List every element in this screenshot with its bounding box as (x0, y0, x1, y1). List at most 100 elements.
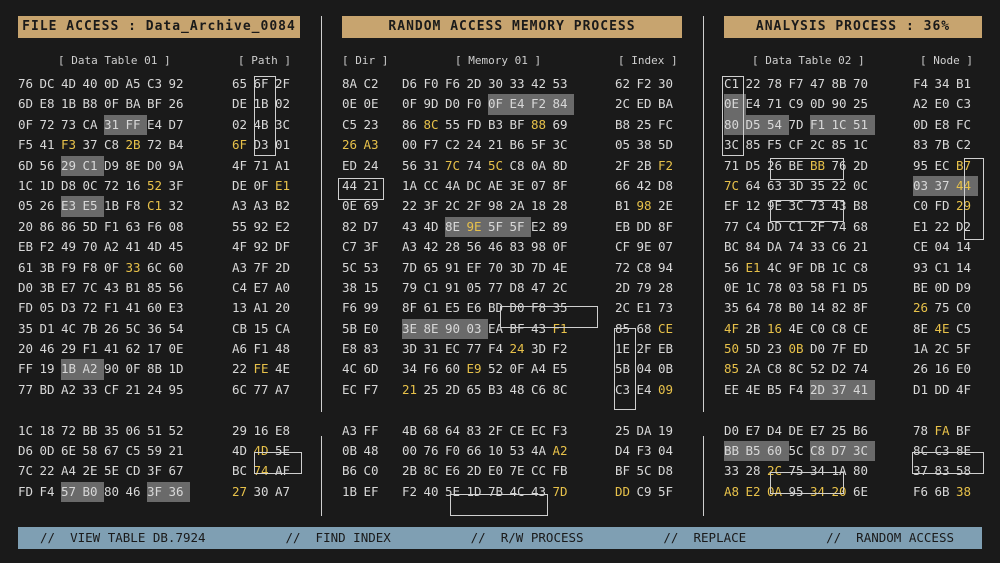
hex-cell: 41 (853, 379, 875, 401)
hex-row: D6 0D 6E 58 67 C5 59 21 (18, 441, 190, 461)
menu-rw-process[interactable]: // R/W PROCESS (470, 530, 584, 545)
hex-row: 72 C8 94 (615, 258, 680, 278)
hex-cell: 15 (363, 279, 379, 295)
hex-cell: 64 (445, 422, 461, 438)
hex-row: C3 E4 09 (615, 380, 680, 400)
hex-cell: 2F (636, 341, 652, 357)
hex-cell: FF (125, 114, 147, 136)
data-table-02-grid: C1 22 78 F7 47 8B 70 0E E4 71 C9 0D 90 25 80 D5 54 7D F1 1C… (724, 74, 875, 502)
hex-cell: 9A (168, 157, 184, 173)
hex-row: 3E 8E 90 03 EA BF 43 F1 (402, 318, 574, 340)
hex-cell: B1 (125, 279, 141, 295)
hex-cell: 03 (466, 318, 488, 340)
hex-cell: 28 (445, 239, 461, 255)
hex-cell: 5E (104, 463, 120, 479)
hex-cell: 0E (363, 96, 379, 112)
hex-cell: E4 (509, 94, 531, 115)
hex-cell: F6 (423, 361, 439, 377)
hex-row: A3 7F 2D (232, 258, 297, 278)
hex-cell: D8 (61, 177, 77, 193)
hex-cell: 95 (788, 483, 804, 499)
hex-cell: 67 (104, 443, 120, 459)
hex-cell: C8 (767, 361, 783, 377)
hex-row: 65 6F 2F (232, 74, 297, 94)
menu-view-table[interactable]: // VIEW TABLE DB.7924 (40, 530, 206, 545)
hex-cell: 4C (61, 320, 77, 336)
menu-replace[interactable]: // REPLACE (663, 530, 747, 545)
hex-cell: 43 (831, 198, 847, 214)
hex-cell: 2B (125, 137, 141, 153)
hex-cell: 7D (402, 259, 418, 275)
hex-cell: EC (342, 381, 358, 397)
hex-row: 55 92 E2 (232, 217, 297, 237)
hex-cell: A2 (552, 443, 568, 459)
hex-cell: F2 (552, 341, 568, 357)
hex-cell: 22 (831, 177, 847, 193)
hex-cell: EF (724, 198, 740, 214)
hex-row: F4 34 B1 (913, 74, 978, 94)
hex-cell: 41 (104, 341, 120, 357)
hex-cell: 8A (342, 76, 358, 91)
hex-row: 43 4D 8E 9E 5F 5F E2 89 (402, 216, 574, 238)
hex-cell: 36 (168, 481, 190, 503)
hex-cell: D8 (658, 177, 674, 193)
hex-cell: 8C (788, 361, 804, 377)
hex-row: 22 3F 2C 2F 98 2A 18 28 (402, 196, 574, 216)
hex-cell: 5C (788, 443, 804, 459)
hex-cell: B3 (488, 116, 504, 132)
hex-cell: 69 (552, 116, 568, 132)
hex-cell: D1 (913, 381, 929, 397)
hex-cell: A4 (531, 361, 547, 377)
hex-row: 83 7B C2 (913, 135, 978, 155)
menu-find-index[interactable]: // FIND INDEX (285, 530, 391, 545)
hex-cell: A8 (724, 483, 740, 499)
hex-cell: 65 (466, 381, 482, 397)
hex-cell: 6E (61, 443, 77, 459)
hex-cell: 25 (615, 422, 631, 438)
hex-cell: 48 (509, 381, 525, 397)
hex-cell: 3F (168, 177, 184, 193)
hex-cell: 72 (615, 259, 631, 275)
hex-cell: CA (275, 320, 291, 336)
hex-row: 35 64 78 B0 14 82 8F (724, 298, 875, 318)
hex-cell: 0E (724, 94, 746, 115)
hex-cell: 8E (956, 443, 972, 459)
hex-cell: 8C (552, 381, 568, 397)
hex-cell: BF (956, 422, 972, 438)
hex-cell: A4 (61, 463, 77, 479)
memory-01-grid: D6 F0 F6 2D 30 33 42 53 0F 9D D0 F0 0F E4 F2 84 86 8C 55 FD… (402, 74, 574, 502)
hex-cell: E4 (147, 116, 163, 132)
hex-row: 3D 31 EC 77 F4 24 3D F2 (402, 339, 574, 359)
hex-cell: 16 (253, 422, 269, 438)
hex-cell: BA (125, 96, 141, 112)
hex-cell: 6D (363, 361, 379, 377)
hex-cell: CC (423, 177, 439, 193)
hex-cell: 3C (552, 137, 568, 153)
hex-cell: E5 (552, 361, 568, 377)
hex-cell: B0 (788, 300, 804, 316)
hex-cell: FC (658, 116, 674, 132)
hex-cell: 34 (810, 483, 826, 499)
hex-cell: 77 (488, 279, 504, 295)
menu-random-access[interactable]: // RANDOM ACCESS (826, 530, 954, 545)
hex-cell: 67 (168, 463, 184, 479)
hex-cell: CE (913, 239, 929, 255)
hex-cell: 26 (913, 361, 929, 377)
hex-cell: 5C (636, 463, 652, 479)
hex-cell: E8 (934, 116, 950, 132)
hex-row (232, 400, 297, 420)
hex-cell: 5F (658, 483, 674, 499)
hex-row: 34 F6 60 E9 52 0F A4 E5 (402, 359, 574, 379)
hex-row: 1E 2F EB (615, 339, 680, 359)
hex-cell: D9 (104, 157, 120, 173)
hex-row (402, 400, 574, 420)
hex-cell: C3 (615, 381, 631, 397)
hex-cell: A3 (232, 198, 248, 214)
hex-cell: 98 (531, 239, 547, 255)
hex-row: F6 99 (342, 298, 385, 318)
hex-cell: DA (636, 422, 652, 438)
hex-row: C0 FD 29 (913, 196, 978, 216)
hex-cell: 52 (147, 177, 163, 193)
hex-cell: 7B (488, 483, 504, 499)
hex-cell: F5 (767, 137, 783, 153)
